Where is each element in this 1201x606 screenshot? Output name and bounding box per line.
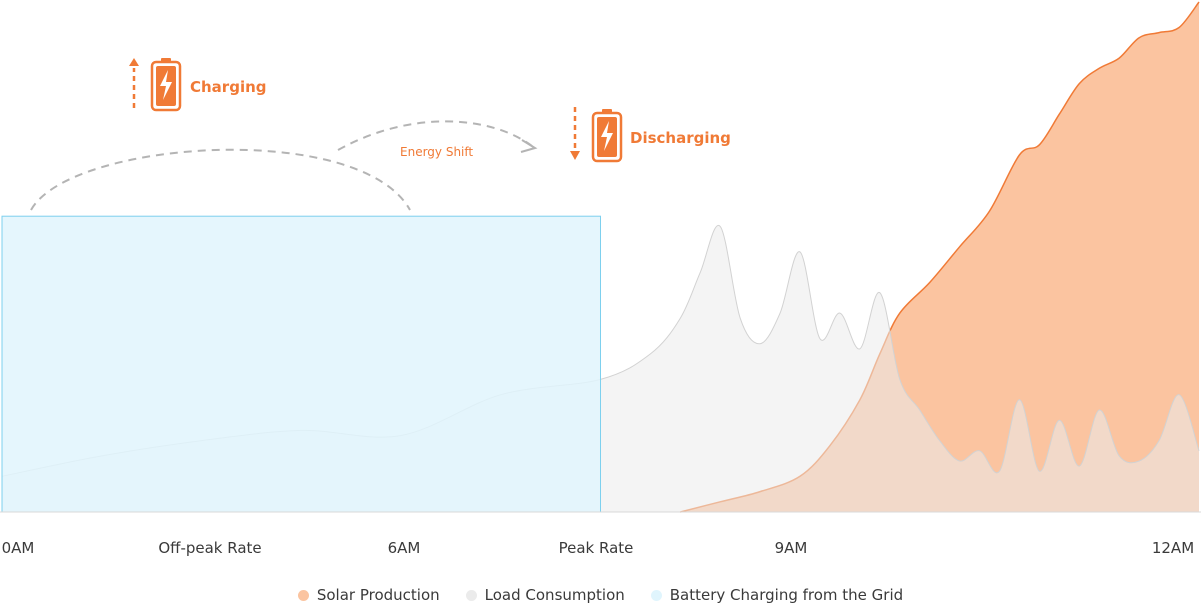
- legend-label-solar: Solar Production: [316, 586, 440, 604]
- energy-shift-label: Energy Shift: [400, 145, 473, 159]
- x-tick-label: 6AM: [388, 539, 421, 557]
- charging-label: Charging: [190, 78, 267, 96]
- discharging-label: Discharging: [630, 129, 731, 147]
- discharging-annotation: Discharging: [570, 107, 731, 163]
- x-tick-label: 9AM: [775, 539, 808, 557]
- series-solar-area: [680, 2, 1199, 512]
- arrow-down-icon: [570, 107, 580, 160]
- x-tick-label: Off-peak Rate: [158, 539, 261, 557]
- legend-swatch-solar: [297, 589, 309, 601]
- energy-shift-arrowhead-icon: [520, 139, 538, 153]
- legend-item-battery: Battery Charging from the Grid: [650, 586, 904, 604]
- series-battery-area: [1, 215, 601, 513]
- legend-swatch-battery: [650, 589, 662, 601]
- energy-shift-arc: [30, 148, 411, 211]
- legend-item-load: Load Consumption: [465, 586, 625, 604]
- legend-label-load: Load Consumption: [484, 586, 625, 604]
- battery-discharging-icon: [591, 109, 623, 163]
- chart: Energy Shift Charging Discharging 0AM Off…: [0, 1, 1201, 557]
- charging-annotation: Charging: [129, 58, 267, 112]
- legend-swatch-load: [465, 589, 477, 601]
- x-tick-label: 0AM: [2, 539, 35, 557]
- x-tick-label: 12AM: [1152, 539, 1194, 557]
- legend-label-battery: Battery Charging from the Grid: [669, 586, 904, 604]
- energy-shift-arrow-path: [337, 120, 533, 151]
- chart-areas: [1, 1, 1200, 513]
- legend: Solar Production Load Consumption Batter…: [0, 584, 1201, 606]
- x-axis-ticks: 0AM Off-peak Rate 6AM Peak Rate 9AM 12AM: [2, 539, 1195, 557]
- arrow-up-icon: [129, 58, 139, 108]
- x-tick-label: Peak Rate: [559, 539, 634, 557]
- legend-item-solar: Solar Production: [297, 586, 440, 604]
- battery-charging-icon: [150, 58, 182, 112]
